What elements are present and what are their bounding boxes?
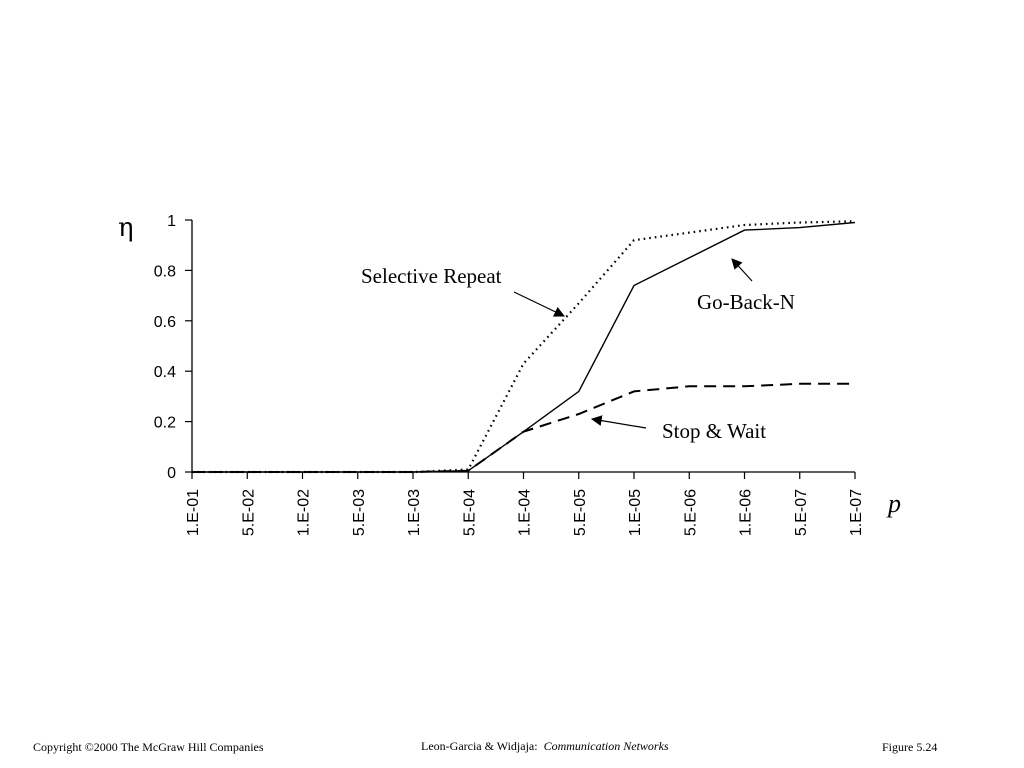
y-tick-label: 0.4 [154, 364, 176, 381]
footer-copyright: Copyright ©2000 The McGraw Hill Companie… [33, 740, 264, 754]
x-tick-label: 5.E-04 [461, 489, 478, 536]
annotation-selective-repeat: Selective Repeat [361, 264, 502, 288]
arrow-selective-repeat [513, 291, 565, 317]
footer-authors: Leon-Garcia & Widjaja: [421, 739, 538, 753]
x-tick-label: 5.E-02 [240, 489, 257, 536]
x-tick-label: 1.E-02 [296, 489, 313, 536]
arrow-go-back-n [731, 258, 753, 282]
series-selective-repeat [192, 220, 856, 474]
y-tick-label: 0.6 [154, 314, 176, 331]
x-tick-label: 5.E-03 [351, 489, 368, 536]
footer-book-title: Communication Networks [543, 739, 669, 753]
y-ticks: 0 0.2 0.4 0.6 0.8 1 [154, 213, 192, 482]
x-tick-label: 1.E-03 [406, 489, 423, 536]
series-lines [192, 220, 856, 474]
x-tick-label: 5.E-05 [572, 489, 589, 536]
x-tick-label: 1.E-01 [185, 489, 202, 536]
y-axis-label: η [118, 213, 134, 243]
y-tick-label: 0.8 [154, 263, 176, 280]
series-stop-wait [192, 382, 855, 473]
x-tick-label: 1.E-07 [848, 489, 865, 536]
y-tick-label: 1 [167, 213, 176, 230]
x-tick-label: 1.E-05 [627, 489, 644, 536]
x-axis-label: p [886, 489, 901, 518]
x-tick-label: 5.E-06 [682, 489, 699, 536]
arrow-stop-wait [590, 415, 647, 429]
y-tick-label: 0.2 [154, 415, 176, 432]
footer-citation: Leon-Garcia & Widjaja: Communication Netw… [421, 739, 669, 754]
x-ticks: 1.E-01 5.E-02 1.E-02 5.E-03 1.E-03 5.E-04 1.E-… [185, 472, 865, 536]
x-tick-label: 1.E-06 [738, 489, 755, 536]
x-tick-label: 1.E-04 [517, 489, 534, 536]
x-tick-label: 5.E-07 [793, 489, 810, 536]
annotation-go-back-n: Go-Back-N [697, 290, 795, 314]
annotation-stop-wait: Stop & Wait [662, 419, 766, 443]
footer-figure-number: Figure 5.24 [882, 740, 938, 754]
y-tick-label: 0 [167, 465, 176, 482]
